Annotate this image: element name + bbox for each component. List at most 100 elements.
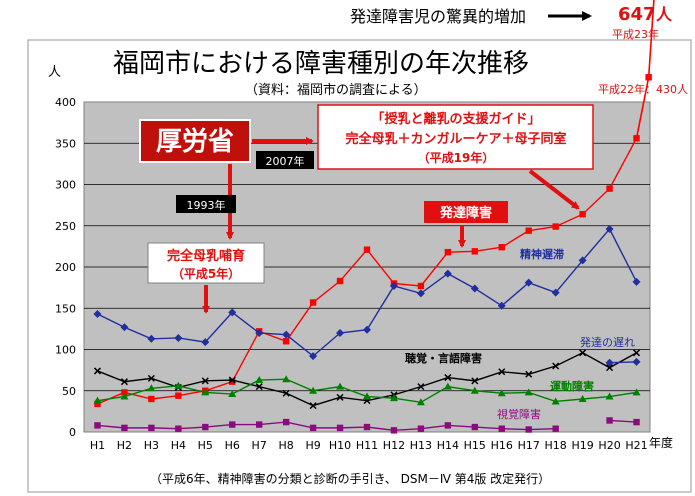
- y-tick-label: 100: [55, 344, 76, 357]
- year-2007-box: [256, 151, 314, 169]
- series-2-point: [309, 402, 317, 410]
- series-3-point: [120, 392, 129, 400]
- header-caption: 発達障害児の驚異的増加: [350, 7, 526, 26]
- series-4-line: [97, 421, 556, 432]
- series-0-point: [417, 282, 425, 290]
- series-2-point: [255, 383, 263, 391]
- series-4-point: [121, 424, 128, 432]
- x-tick-label: H14: [437, 439, 459, 452]
- y-tick-label: 50: [62, 385, 76, 398]
- series-1-point: [497, 301, 506, 310]
- x-tick-label: H9: [305, 439, 320, 452]
- series-2-point: [552, 362, 560, 370]
- x-tick-label: H7: [252, 439, 267, 452]
- series-4-point: [175, 425, 182, 432]
- series-3-point: [228, 390, 237, 398]
- series-4-point: [202, 423, 209, 431]
- series-3-point: [174, 381, 183, 389]
- series-1-point: [578, 256, 587, 265]
- y-tick-label: 200: [55, 261, 76, 274]
- series-2-point: [606, 364, 614, 372]
- series-1-point: [470, 284, 479, 293]
- series-2-point: [201, 377, 209, 385]
- series-0-point: [363, 246, 371, 253]
- series-3-point: [416, 398, 425, 406]
- series-4-point: [633, 418, 640, 426]
- series-0-point: [309, 299, 317, 306]
- y-tick-label: 0: [69, 426, 76, 439]
- series-1-point: [201, 338, 210, 347]
- ministry-box: [139, 119, 251, 163]
- x-tick-label: H12: [383, 439, 405, 452]
- series-2-point: [632, 349, 641, 357]
- x-tick-label: H4: [171, 439, 186, 452]
- header-value-unit: 人: [656, 5, 673, 24]
- series-1-point: [443, 269, 452, 278]
- series-3-point: [497, 389, 506, 397]
- header-value-number: 647: [618, 4, 656, 25]
- series-4-point: [282, 418, 290, 426]
- x-tick-label: H2: [117, 439, 132, 452]
- series-1-point: [551, 288, 560, 297]
- series-2-point: [336, 393, 344, 401]
- series-0-point: [552, 223, 559, 230]
- year-1993-label: 1993年: [187, 198, 226, 212]
- series-1-label: 精神遅滞: [520, 247, 564, 261]
- series-2-point: [93, 367, 102, 375]
- extrapolation-point: [645, 74, 652, 81]
- guide-line2: 完全母乳＋カンガルーケア＋母子同室: [345, 131, 566, 147]
- x-axis-ticks: H1 H2 H3 H4 H5 H6 H7 H8 H9 H10 H11 H12 H13 H14 H15 H16 H…: [90, 439, 648, 452]
- series-2-point: [282, 389, 290, 397]
- series-2-point: [147, 374, 155, 382]
- x-tick-label: H21: [625, 439, 647, 452]
- series-0-point: [94, 400, 101, 408]
- x-tick-label: H19: [571, 439, 593, 452]
- series-3-point: [201, 388, 210, 396]
- series-0-point: [579, 211, 586, 218]
- y-axis-ticks: 0 50 100 150 200 250 300 350 400: [55, 96, 76, 439]
- series-0-point: [525, 227, 532, 234]
- series-2-point: [120, 378, 128, 386]
- series-4-point: [336, 424, 344, 432]
- year-2007-label: 2007年: [266, 154, 305, 168]
- series-1-point: [605, 225, 614, 234]
- x-tick-label: H6: [225, 439, 240, 452]
- series-1-point: [416, 289, 425, 298]
- dev-disorder-box: [424, 201, 508, 223]
- series-3-point: [309, 386, 318, 394]
- series-1-point: [228, 308, 237, 317]
- x-tick-label: H8: [279, 439, 294, 452]
- series-1-point: [632, 277, 641, 286]
- series-4-point: [606, 417, 613, 424]
- series-2-point: [444, 374, 452, 382]
- series-1-point: [282, 330, 291, 339]
- y-tick-label: 350: [55, 137, 76, 150]
- series-1-point: [147, 334, 156, 343]
- series-2-point: [417, 383, 425, 391]
- series-5-point: [632, 357, 641, 366]
- series-4-point: [471, 423, 479, 431]
- series-4-line: [609, 419, 637, 423]
- series-4-point: [255, 421, 263, 428]
- series-3-point: [632, 388, 641, 396]
- series-4-point: [525, 426, 532, 433]
- footnote: （平成6年、精神障害の分類と診断の手引き、 DSM－Ⅳ 第4版 改定発行）: [150, 471, 550, 486]
- series-3-point: [147, 384, 156, 392]
- guide-box: [317, 104, 594, 170]
- series-1-point: [363, 325, 371, 334]
- x-tick-label: H1: [90, 439, 105, 452]
- series-0-point: [444, 248, 452, 256]
- series-0-point: [121, 389, 128, 396]
- year-1993-box: [176, 195, 236, 213]
- series-0-point: [498, 244, 505, 251]
- series-1-point: [389, 281, 398, 290]
- series-2-point: [498, 368, 506, 376]
- series-4-point: [229, 421, 236, 428]
- series-0-point: [282, 338, 290, 345]
- x-tick-label: H11: [356, 439, 378, 452]
- series-3-point: [336, 382, 345, 390]
- y-tick-label: 250: [55, 220, 76, 233]
- series-4-point: [498, 425, 505, 432]
